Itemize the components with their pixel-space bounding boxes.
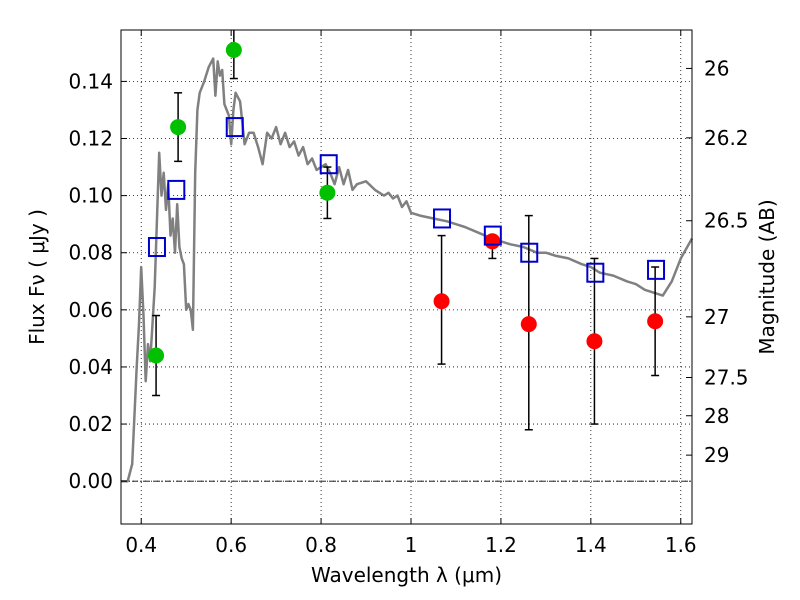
y-axis-right-label: Magnitude (AB)	[755, 199, 779, 354]
plot-frame	[120, 29, 693, 525]
y-tick-label: 0.02	[68, 412, 113, 436]
observed-blue-point	[319, 184, 336, 201]
model-photometry-square	[319, 154, 338, 175]
y-tick-label: 0.08	[68, 241, 113, 265]
x-tick-label: 0.8	[305, 533, 337, 557]
model-photometry-square	[520, 242, 539, 263]
model-spectrum-line	[121, 57, 694, 483]
observed-red-point	[520, 316, 537, 333]
y-axis-label: Flux Fν ( μJy )	[25, 209, 49, 345]
right-tick-label: 27	[704, 305, 729, 329]
observed-blue-point	[148, 347, 165, 364]
model-photometry-square	[225, 117, 244, 138]
observed-red-point	[586, 333, 603, 350]
right-tick-label: 26	[704, 56, 729, 80]
observed-blue-point	[170, 119, 187, 136]
model-photometry-square	[167, 179, 186, 200]
x-axis-label: Wavelength λ (μm)	[311, 563, 502, 587]
x-tick-label: 0.4	[125, 533, 157, 557]
y-tick-label: 0.14	[68, 69, 113, 93]
model-photometry-square	[433, 208, 452, 229]
right-tick-label: 26.2	[704, 126, 749, 150]
model-photometry-square	[647, 259, 666, 280]
axis-ticks: 0.4 0.6 0.8 1 1.2 1.4 1.6 0.00 0.02 0.04 0.06 0.08 0…	[68, 30, 749, 557]
x-tick-label: 1	[405, 533, 418, 557]
grid-lines	[121, 30, 692, 524]
x-tick-label: 1.6	[665, 533, 697, 557]
data-points-layer	[147, 30, 666, 431]
right-tick-label: 29	[704, 443, 729, 467]
model-photometry-square	[586, 262, 605, 283]
model-photometry-square	[147, 237, 166, 258]
y-tick-label: 0.04	[68, 355, 113, 379]
y-tick-label: 0.12	[68, 127, 113, 151]
observed-blue-point	[225, 41, 242, 58]
observed-red-point	[647, 313, 664, 330]
x-tick-label: 0.6	[215, 533, 247, 557]
x-tick-label: 1.4	[575, 533, 607, 557]
observed-red-point	[484, 233, 501, 250]
right-tick-label: 26.5	[704, 209, 749, 233]
right-tick-label: 28	[704, 404, 729, 428]
model-spectrum-layer	[121, 57, 694, 483]
y-tick-label: 0.06	[68, 298, 113, 322]
y-tick-label: 0.10	[68, 184, 113, 208]
model-photometry-square	[483, 225, 502, 246]
x-tick-label: 1.2	[485, 533, 517, 557]
y-tick-label: 0.00	[68, 469, 113, 493]
observed-red-point	[433, 293, 450, 310]
right-tick-label: 27.5	[704, 365, 749, 389]
